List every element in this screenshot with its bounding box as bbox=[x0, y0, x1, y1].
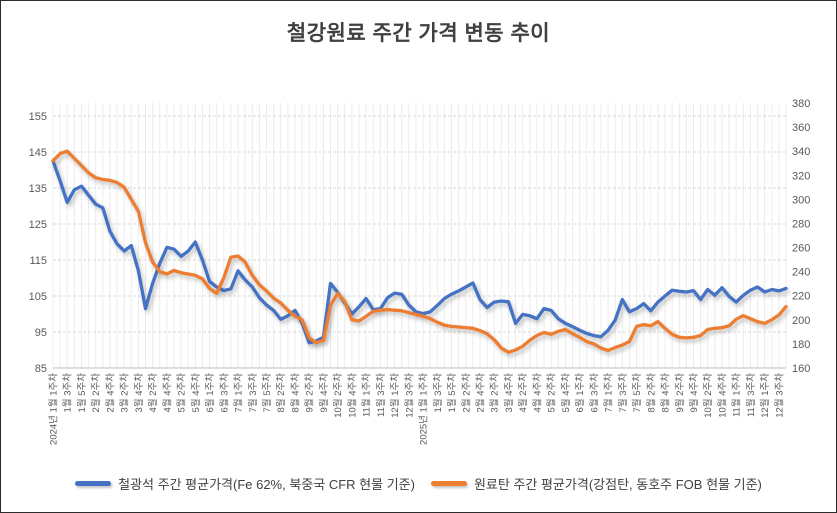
svg-text:360: 360 bbox=[792, 122, 810, 134]
svg-text:6월 1주차: 6월 1주차 bbox=[574, 373, 586, 413]
svg-text:12월 1주차: 12월 1주차 bbox=[759, 373, 771, 418]
svg-text:280: 280 bbox=[792, 218, 810, 230]
svg-text:2월 4주차: 2월 4주차 bbox=[474, 373, 486, 413]
svg-text:7월 5주차: 7월 5주차 bbox=[631, 373, 643, 413]
svg-text:7월 3주차: 7월 3주차 bbox=[247, 373, 259, 413]
svg-text:8월 2주차: 8월 2주차 bbox=[275, 373, 287, 413]
svg-text:2024년 1월 1주차: 2024년 1월 1주차 bbox=[48, 373, 60, 445]
svg-text:155: 155 bbox=[29, 111, 47, 123]
svg-text:300: 300 bbox=[792, 194, 810, 206]
svg-text:200: 200 bbox=[792, 315, 810, 327]
svg-text:8월 4주차: 8월 4주차 bbox=[289, 373, 301, 413]
y-axis-left-labels: 155 145 135 125 115 105 95 85 bbox=[29, 111, 47, 375]
svg-text:4월 2주차: 4월 2주차 bbox=[517, 373, 529, 413]
legend-item-coking-coal: 원료탄 주간 평균가격(강점탄, 동호주 FOB 현물 기준) bbox=[430, 474, 762, 493]
legend-item-iron-ore: 철광석 주간 평균가격(Fe 62%, 북중국 CFR 현물 기준) bbox=[75, 474, 415, 493]
svg-text:4월 4주차: 4월 4주차 bbox=[161, 373, 173, 413]
svg-text:11월 3주차: 11월 3주차 bbox=[745, 373, 757, 417]
svg-text:8월 4주차: 8월 4주차 bbox=[660, 373, 672, 413]
svg-text:240: 240 bbox=[792, 267, 810, 279]
legend-swatch-iron-ore bbox=[75, 481, 112, 486]
svg-text:6월 3주차: 6월 3주차 bbox=[588, 373, 600, 413]
chart-title: 철강원료 주간 가격 변동 추이 bbox=[286, 22, 551, 45]
svg-text:340: 340 bbox=[792, 146, 810, 158]
svg-text:3월 4주차: 3월 4주차 bbox=[503, 373, 515, 413]
svg-text:9월 4주차: 9월 4주차 bbox=[318, 373, 330, 413]
horizontal-gridlines bbox=[53, 115, 786, 333]
svg-text:12월 1주차: 12월 1주차 bbox=[389, 373, 401, 418]
iron-ore-line bbox=[51, 159, 788, 345]
svg-text:6월 1주차: 6월 1주차 bbox=[204, 373, 216, 413]
svg-text:8월 2주차: 8월 2주차 bbox=[645, 373, 657, 413]
svg-text:135: 135 bbox=[29, 183, 47, 195]
svg-text:3월 4주차: 3월 4주차 bbox=[133, 373, 145, 413]
svg-text:12월 3주차: 12월 3주차 bbox=[773, 373, 785, 418]
svg-text:9월 2주차: 9월 2주차 bbox=[674, 373, 686, 413]
svg-text:5월 4주차: 5월 4주차 bbox=[560, 373, 572, 413]
svg-text:12월 3주차: 12월 3주차 bbox=[403, 373, 415, 418]
svg-text:10월 2주차: 10월 2주차 bbox=[702, 373, 714, 418]
svg-text:2월 2주차: 2월 2주차 bbox=[460, 373, 472, 413]
legend-label-iron-ore: 철광석 주간 평균가격(Fe 62%, 북중국 CFR 현물 기준) bbox=[118, 477, 415, 492]
svg-text:4월 2주차: 4월 2주차 bbox=[147, 373, 159, 413]
svg-text:3월 2주차: 3월 2주차 bbox=[489, 373, 501, 413]
svg-text:9월 2주차: 9월 2주차 bbox=[304, 373, 316, 413]
legend: 철광석 주간 평균가격(Fe 62%, 북중국 CFR 현물 기준) 원료탄 주… bbox=[1, 474, 836, 493]
svg-text:1월 3주차: 1월 3주차 bbox=[432, 373, 444, 413]
vertical-gridlines bbox=[52, 103, 787, 368]
svg-text:10월 4주차: 10월 4주차 bbox=[346, 373, 358, 418]
svg-text:2월 4주차: 2월 4주차 bbox=[104, 373, 116, 413]
svg-text:11월 1주차: 11월 1주차 bbox=[361, 373, 373, 417]
svg-text:1월 5주차: 1월 5주차 bbox=[446, 373, 458, 413]
coking-coal-line bbox=[51, 149, 788, 354]
legend-swatch-coking-coal bbox=[430, 481, 467, 486]
x-axis-labels: 2024년 1월 1주차 1월 3주차 1월 5주차 2월 2주차 2월 4주차 3월 2… bbox=[48, 373, 786, 445]
svg-text:9월 4주차: 9월 4주차 bbox=[688, 373, 700, 413]
svg-text:5월 4주차: 5월 4주차 bbox=[190, 373, 202, 413]
svg-text:5월 2주차: 5월 2주차 bbox=[176, 373, 188, 413]
svg-text:380: 380 bbox=[792, 98, 810, 110]
svg-text:85: 85 bbox=[35, 363, 47, 375]
svg-text:105: 105 bbox=[29, 291, 47, 303]
svg-text:145: 145 bbox=[29, 147, 47, 159]
svg-text:11월 3주차: 11월 3주차 bbox=[375, 373, 387, 417]
svg-text:6월 3주차: 6월 3주차 bbox=[218, 373, 230, 413]
svg-text:7월 5주차: 7월 5주차 bbox=[261, 373, 273, 413]
svg-text:320: 320 bbox=[792, 170, 810, 182]
svg-text:180: 180 bbox=[792, 339, 810, 351]
svg-text:1월 5주차: 1월 5주차 bbox=[76, 373, 88, 413]
svg-text:3월 2주차: 3월 2주차 bbox=[119, 373, 131, 413]
svg-text:7월 3주차: 7월 3주차 bbox=[617, 373, 629, 413]
svg-text:95: 95 bbox=[35, 327, 47, 339]
svg-text:11월 1주차: 11월 1주차 bbox=[731, 373, 743, 417]
y-axis-right-labels: 380 360 340 320 300 280 260 240 220 200 180 160 bbox=[792, 98, 810, 375]
svg-text:4월 4주차: 4월 4주차 bbox=[531, 373, 543, 413]
svg-text:10월 4주차: 10월 4주차 bbox=[716, 373, 728, 418]
svg-text:2025년 1월 1주차: 2025년 1월 1주차 bbox=[418, 373, 430, 445]
svg-text:220: 220 bbox=[792, 291, 810, 303]
svg-text:160: 160 bbox=[792, 363, 810, 375]
svg-text:260: 260 bbox=[792, 243, 810, 255]
svg-text:125: 125 bbox=[29, 219, 47, 231]
svg-text:1월 3주차: 1월 3주차 bbox=[62, 373, 74, 413]
svg-text:7월 1주차: 7월 1주차 bbox=[233, 373, 245, 413]
svg-text:115: 115 bbox=[29, 255, 47, 267]
svg-text:10월 2주차: 10월 2주차 bbox=[332, 373, 344, 418]
svg-text:5월 2주차: 5월 2주차 bbox=[546, 373, 558, 413]
svg-text:7월 1주차: 7월 1주차 bbox=[603, 373, 615, 413]
svg-text:2월 2주차: 2월 2주차 bbox=[90, 373, 102, 413]
legend-label-coking-coal: 원료탄 주간 평균가격(강점탄, 동호주 FOB 현물 기준) bbox=[473, 477, 762, 492]
